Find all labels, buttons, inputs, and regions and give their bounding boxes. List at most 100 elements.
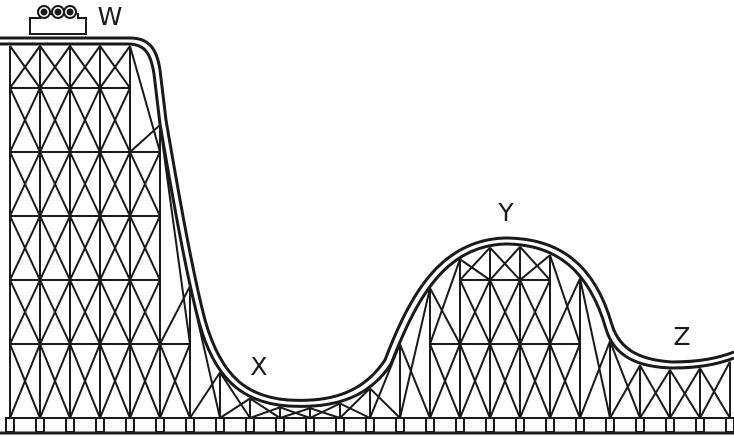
footing-block	[575, 417, 585, 433]
support-brace	[309, 402, 341, 419]
footing-block	[275, 417, 285, 433]
support-brace	[39, 87, 71, 153]
support-brace	[39, 215, 71, 281]
support-brace	[429, 258, 461, 345]
footing-block	[665, 417, 675, 433]
support-brace	[639, 369, 671, 419]
support-structure	[9, 45, 731, 419]
footing-block	[185, 417, 195, 433]
support-brace	[129, 279, 161, 345]
support-brace	[579, 340, 611, 419]
footing-block	[515, 417, 525, 433]
footing-block	[215, 417, 225, 433]
support-brace	[519, 279, 551, 345]
support-brace	[39, 45, 71, 89]
track-rail-inner	[0, 42, 734, 408]
support-brace	[609, 340, 641, 419]
footing-block	[365, 417, 375, 433]
support-brace	[99, 151, 131, 217]
support-brace	[129, 151, 161, 217]
footing-block	[95, 417, 105, 433]
support-brace	[249, 406, 281, 419]
support-brace	[489, 279, 521, 345]
support-brace	[609, 364, 641, 419]
base-footings	[5, 417, 734, 433]
support-brace	[69, 151, 101, 217]
support-brace	[39, 343, 71, 419]
support-brace	[339, 387, 371, 419]
support-brace	[339, 402, 371, 419]
footing-block	[635, 417, 645, 433]
footing-block	[605, 417, 615, 433]
footing-block	[455, 417, 465, 433]
support-brace	[249, 397, 281, 419]
footing-block	[245, 417, 255, 433]
footing-block	[35, 417, 45, 433]
footing-block	[5, 417, 15, 433]
support-brace	[699, 361, 731, 419]
support-brace	[9, 215, 41, 281]
support-brace	[639, 364, 671, 419]
support-brace	[459, 343, 491, 419]
support-brace	[9, 343, 41, 419]
support-brace	[459, 258, 491, 281]
support-brace	[69, 87, 101, 153]
support-brace	[39, 279, 71, 345]
support-brace	[549, 254, 581, 345]
label-w: W	[98, 2, 123, 31]
support-brace	[219, 371, 251, 419]
footing-block	[425, 417, 435, 433]
support-brace	[669, 367, 701, 419]
support-brace	[549, 278, 581, 345]
support-brace	[9, 151, 41, 217]
footing-block	[485, 417, 495, 433]
coaster-car-icon	[29, 5, 87, 35]
label-x: X	[250, 352, 267, 381]
support-brace	[129, 215, 161, 281]
support-brace	[429, 343, 461, 419]
support-brace	[699, 367, 731, 419]
track-rail-outer	[0, 36, 734, 402]
footing-block	[155, 417, 165, 433]
footing-block	[305, 417, 315, 433]
support-brace	[519, 343, 551, 419]
support-brace	[219, 397, 251, 419]
support-brace	[489, 343, 521, 419]
support-brace	[549, 343, 581, 419]
support-brace	[159, 285, 191, 345]
support-brace	[129, 45, 161, 153]
support-brace	[69, 279, 101, 345]
support-brace	[519, 246, 551, 281]
support-brace	[69, 343, 101, 419]
support-brace	[9, 279, 41, 345]
support-brace	[309, 407, 341, 419]
label-z: Z	[673, 322, 690, 351]
support-brace	[399, 287, 431, 419]
support-brace	[279, 407, 311, 419]
support-brace	[459, 279, 491, 345]
support-brace	[519, 254, 551, 281]
support-brace	[459, 246, 491, 281]
support-brace	[489, 246, 521, 281]
support-brace	[99, 87, 131, 153]
support-brace	[189, 371, 221, 419]
label-y: Y	[497, 198, 514, 227]
footing-block	[125, 417, 135, 433]
support-brace	[159, 343, 191, 419]
support-brace	[99, 45, 131, 89]
footing-block	[695, 417, 705, 433]
support-brace	[579, 278, 611, 419]
support-brace	[9, 45, 41, 89]
support-brace	[129, 124, 161, 153]
support-brace	[99, 343, 131, 419]
support-brace	[369, 387, 401, 419]
footing-block	[725, 417, 734, 433]
support-brace	[99, 215, 131, 281]
support-brace	[69, 45, 101, 89]
footing-block	[65, 417, 75, 433]
support-brace	[9, 87, 41, 153]
support-brace	[99, 279, 131, 345]
support-brace	[399, 343, 431, 419]
